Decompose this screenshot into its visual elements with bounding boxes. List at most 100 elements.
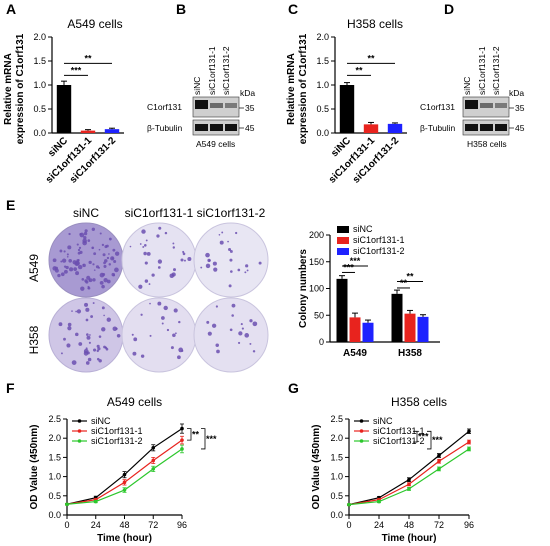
legend-label: siC1orf131-2 xyxy=(373,436,425,446)
bar xyxy=(404,313,416,342)
colony-dot xyxy=(161,322,164,325)
series-line xyxy=(348,441,470,506)
y-tick-label: 2.5 xyxy=(48,414,61,424)
data-point xyxy=(407,482,411,487)
colony-dot xyxy=(181,349,184,352)
colony-dot xyxy=(144,279,149,283)
colony-dot xyxy=(157,266,161,269)
colony-dot xyxy=(99,232,102,235)
colony-dot xyxy=(87,239,91,242)
colony-dot xyxy=(169,273,175,279)
y-tick-label: 1.0 xyxy=(330,472,343,482)
x-tick-label: 24 xyxy=(374,520,384,530)
colony-dot xyxy=(103,278,108,283)
y-axis-label: OD Value (450nm) xyxy=(29,424,40,509)
colony-dot xyxy=(172,242,175,245)
data-point xyxy=(467,440,471,444)
y-axis-label: OD Value (450nm) xyxy=(311,424,322,509)
colony-dot xyxy=(215,343,219,348)
y-tick-label: 0.5 xyxy=(33,104,46,114)
significance-label: *** xyxy=(432,435,443,445)
blot-band xyxy=(210,124,223,131)
data-point xyxy=(151,458,156,463)
y-tick-label: 0.5 xyxy=(48,491,61,501)
lane-label: siC1orf131-2 xyxy=(491,46,501,95)
colony-dot xyxy=(67,326,72,331)
chart-a-bar: 0.0 0.5 1.0 1.5 2.0 A549 cells Relative mRNAex… xyxy=(3,17,124,186)
x-tick-label: 72 xyxy=(148,520,158,530)
colony-dot xyxy=(85,361,90,365)
data-point xyxy=(467,429,471,434)
bar xyxy=(417,316,429,342)
colony-dot xyxy=(140,313,143,316)
data-point xyxy=(180,447,184,451)
chart-c-bar: 0.0 0.5 1.0 1.5 2.0 H358 cells Relative mRNAex… xyxy=(286,17,407,186)
colony-dot xyxy=(76,309,82,314)
data-point xyxy=(407,487,411,491)
colony-dot xyxy=(66,343,71,348)
colony-dot xyxy=(161,316,165,320)
colony-dot xyxy=(158,226,162,230)
data-point xyxy=(437,453,441,458)
colony-dot xyxy=(174,332,177,335)
protein-label: β-Tubulin xyxy=(420,123,456,133)
colony-dot xyxy=(98,335,102,338)
lane-label: siNC xyxy=(192,77,202,95)
x-tick-label: 48 xyxy=(404,520,414,530)
colony-dot xyxy=(180,258,184,262)
colony-dot xyxy=(92,278,96,282)
legend-label: siC1orf131-1 xyxy=(353,235,405,245)
colony-dot xyxy=(113,259,117,264)
y-axis-label-line: Relative mRNA xyxy=(3,53,14,125)
colony-dot xyxy=(111,257,114,260)
colony-dot xyxy=(65,265,69,270)
significance-label: ** xyxy=(367,53,375,63)
colony-dot xyxy=(92,263,95,266)
bar xyxy=(391,293,403,342)
colony-dot xyxy=(96,357,100,361)
colony-dot xyxy=(69,267,74,272)
colony-dot xyxy=(240,323,243,326)
legend-marker xyxy=(77,439,82,443)
x-axis-label: Time (hour) xyxy=(382,533,437,544)
significance-bracket xyxy=(413,430,418,443)
blot-caption: A549 cells xyxy=(196,139,235,149)
colony-dot xyxy=(101,284,105,289)
data-point xyxy=(467,447,471,451)
colony-dot xyxy=(89,334,91,336)
colony-dot xyxy=(106,279,111,284)
colony-dot xyxy=(133,337,138,342)
y-tick-label: 2.0 xyxy=(48,433,61,443)
colony-dot xyxy=(182,252,186,256)
y-axis-label-line: expression of C1orf131 xyxy=(15,33,26,144)
colony-dot xyxy=(157,259,163,264)
colony-dot xyxy=(205,252,210,258)
marker-label: 35 xyxy=(245,103,255,113)
colony-dot xyxy=(138,284,143,289)
colony-dot xyxy=(205,263,211,269)
y-axis-label: Relative mRNAexpression of C1orf131 xyxy=(286,33,309,144)
colony-dot xyxy=(88,279,91,282)
bar xyxy=(80,130,96,133)
colony-dot xyxy=(144,244,147,247)
y-tick-label: 2.0 xyxy=(316,32,329,42)
x-tick-label: 48 xyxy=(119,520,129,530)
significance-bracket xyxy=(427,430,432,450)
colony-dots xyxy=(52,226,262,365)
blot-band xyxy=(465,100,478,109)
colony-dot xyxy=(163,305,168,311)
data-point xyxy=(151,467,156,471)
colony-dot xyxy=(101,327,106,332)
colony-dot xyxy=(229,328,233,332)
legend-label: siC1orf131-1 xyxy=(91,426,143,436)
data-point xyxy=(122,472,127,477)
data-point xyxy=(377,499,381,504)
colony-dot xyxy=(148,283,151,285)
legend-marker xyxy=(359,419,364,423)
colony-dot xyxy=(96,344,100,348)
colony-dot xyxy=(83,231,88,236)
x-tick-label: 0 xyxy=(64,520,69,530)
marker-label: 35 xyxy=(515,103,525,113)
data-point xyxy=(437,467,441,471)
